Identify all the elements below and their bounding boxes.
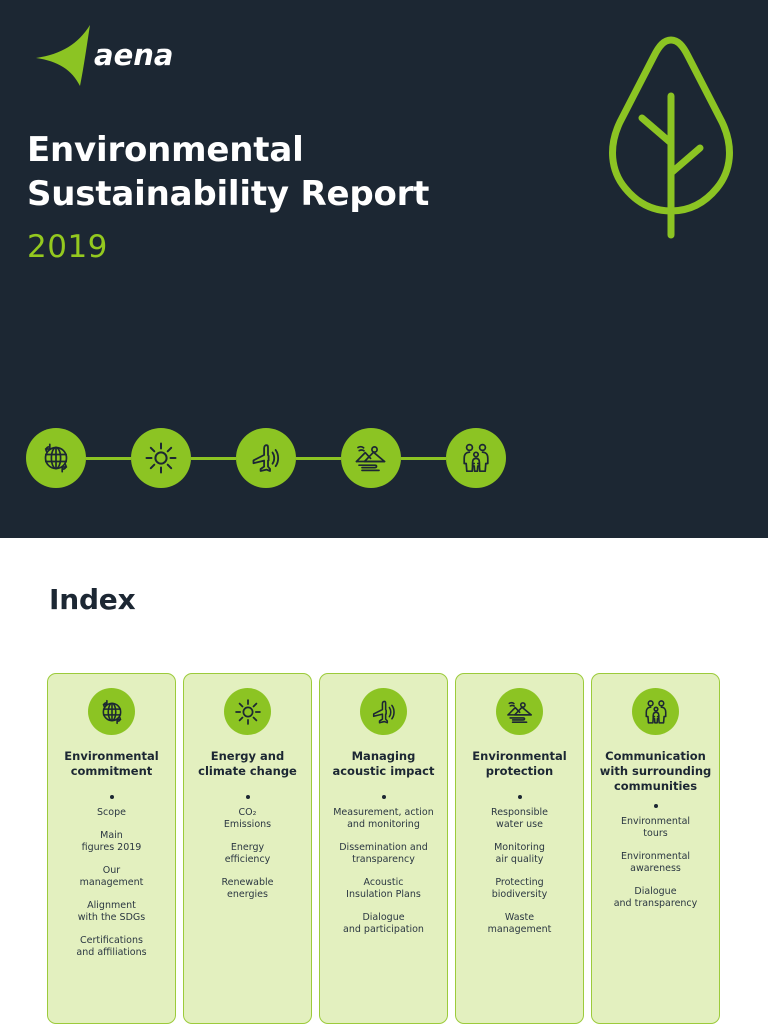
sun-icon [145, 442, 177, 474]
chain-node-acoustic-impact[interactable] [236, 428, 296, 488]
index-card-list: Environmental commitment Scope Main figu… [47, 673, 720, 1024]
airplane-noise-icon [252, 444, 280, 472]
card-link[interactable]: Protecting biodiversity [491, 877, 548, 900]
card-icon-sun [224, 688, 271, 735]
card-link[interactable]: Dialogue and participation [343, 912, 424, 935]
index-card-managing-acoustic-impact[interactable]: Managing acoustic impact Measurement, ac… [319, 673, 448, 1024]
card-title: Managing acoustic impact [332, 749, 435, 778]
chain-connector [191, 456, 236, 460]
card-link[interactable]: Renewable energies [221, 877, 274, 900]
index-card-environmental-commitment[interactable]: Environmental commitment Scope Main figu… [47, 673, 176, 1024]
chain-connector [86, 456, 131, 460]
card-link[interactable]: Scope [97, 807, 126, 818]
index-heading: Index [49, 583, 136, 616]
card-bullet-dot [517, 795, 522, 799]
title-line-1: Environmental [27, 130, 304, 170]
svg-text:aena: aena [94, 38, 173, 72]
hero-banner: aena Environmental Sustainability Report… [0, 0, 768, 538]
card-link-list: CO₂ Emissions Energy efficiency Renewabl… [184, 807, 311, 901]
chain-node-energy-climate[interactable] [131, 428, 191, 488]
card-link[interactable]: Alignment with the SDGs [77, 900, 146, 923]
card-link[interactable]: Waste management [487, 912, 552, 935]
card-icon-airplane [360, 688, 407, 735]
index-card-energy-climate-change[interactable]: Energy and climate change CO₂ Emissions … [183, 673, 312, 1024]
index-card-environmental-protection[interactable]: Environmental protection Responsible wat… [455, 673, 584, 1024]
page-title: Environmental Sustainability Report [27, 128, 627, 216]
card-link[interactable]: Main figures 2019 [81, 830, 142, 853]
sun-icon [234, 698, 261, 725]
card-link[interactable]: CO₂ Emissions [223, 807, 272, 830]
landscape-water-icon [355, 445, 386, 472]
globe-arrows-icon [102, 699, 121, 724]
card-link[interactable]: Dissemination and transparency [339, 842, 428, 865]
card-bullet-dot [245, 795, 250, 799]
card-icon-globe [88, 688, 135, 735]
report-year: 2019 [27, 229, 108, 265]
index-card-communication-communities[interactable]: Communication with surrounding communiti… [591, 673, 720, 1024]
landscape-water-icon [506, 701, 532, 723]
card-link[interactable]: Dialogue and transparency [613, 886, 698, 909]
card-link[interactable]: Energy efficiency [224, 842, 271, 865]
aena-logo[interactable]: aena [28, 22, 208, 88]
icon-chain [26, 428, 506, 488]
chain-node-environmental-protection[interactable] [341, 428, 401, 488]
card-link[interactable]: Acoustic Insulation Plans [346, 877, 421, 900]
card-title: Environmental protection [472, 749, 567, 778]
people-group-icon [645, 699, 666, 724]
title-line-2: Sustainability Report [27, 174, 430, 214]
people-group-icon [463, 443, 489, 473]
card-title: Environmental commitment [64, 749, 159, 778]
airplane-noise-icon [372, 700, 395, 723]
card-link[interactable]: Measurement, action and monitoring [333, 807, 434, 830]
card-link-list: Scope Main figures 2019 Our management A… [48, 807, 175, 959]
card-icon-landscape [496, 688, 543, 735]
card-title: Energy and climate change [198, 749, 297, 778]
aena-mark-icon [36, 25, 90, 86]
card-link[interactable]: Environmental tours [620, 816, 691, 839]
card-link[interactable]: Our management [79, 865, 144, 888]
chain-connector [296, 456, 341, 460]
card-link-list: Environmental tours Environmental awaren… [592, 816, 719, 910]
chain-connector [401, 456, 446, 460]
chain-node-communication-communities[interactable] [446, 428, 506, 488]
leaf-icon [596, 30, 746, 245]
card-link[interactable]: Certifications and affiliations [76, 935, 147, 958]
card-link[interactable]: Monitoring air quality [494, 842, 545, 865]
card-bullet-dot [381, 795, 386, 799]
globe-arrows-icon [44, 443, 68, 473]
card-bullet-dot [109, 795, 114, 799]
chain-node-environmental-commitment[interactable] [26, 428, 86, 488]
card-link-list: Measurement, action and monitoring Disse… [320, 807, 447, 936]
card-title: Communication with surrounding communiti… [599, 749, 712, 793]
card-link[interactable]: Responsible water use [491, 807, 548, 830]
card-icon-people [632, 688, 679, 735]
card-link-list: Responsible water use Monitoring air qua… [456, 807, 583, 936]
card-bullet-dot [653, 804, 658, 808]
card-link[interactable]: Environmental awareness [620, 851, 691, 874]
